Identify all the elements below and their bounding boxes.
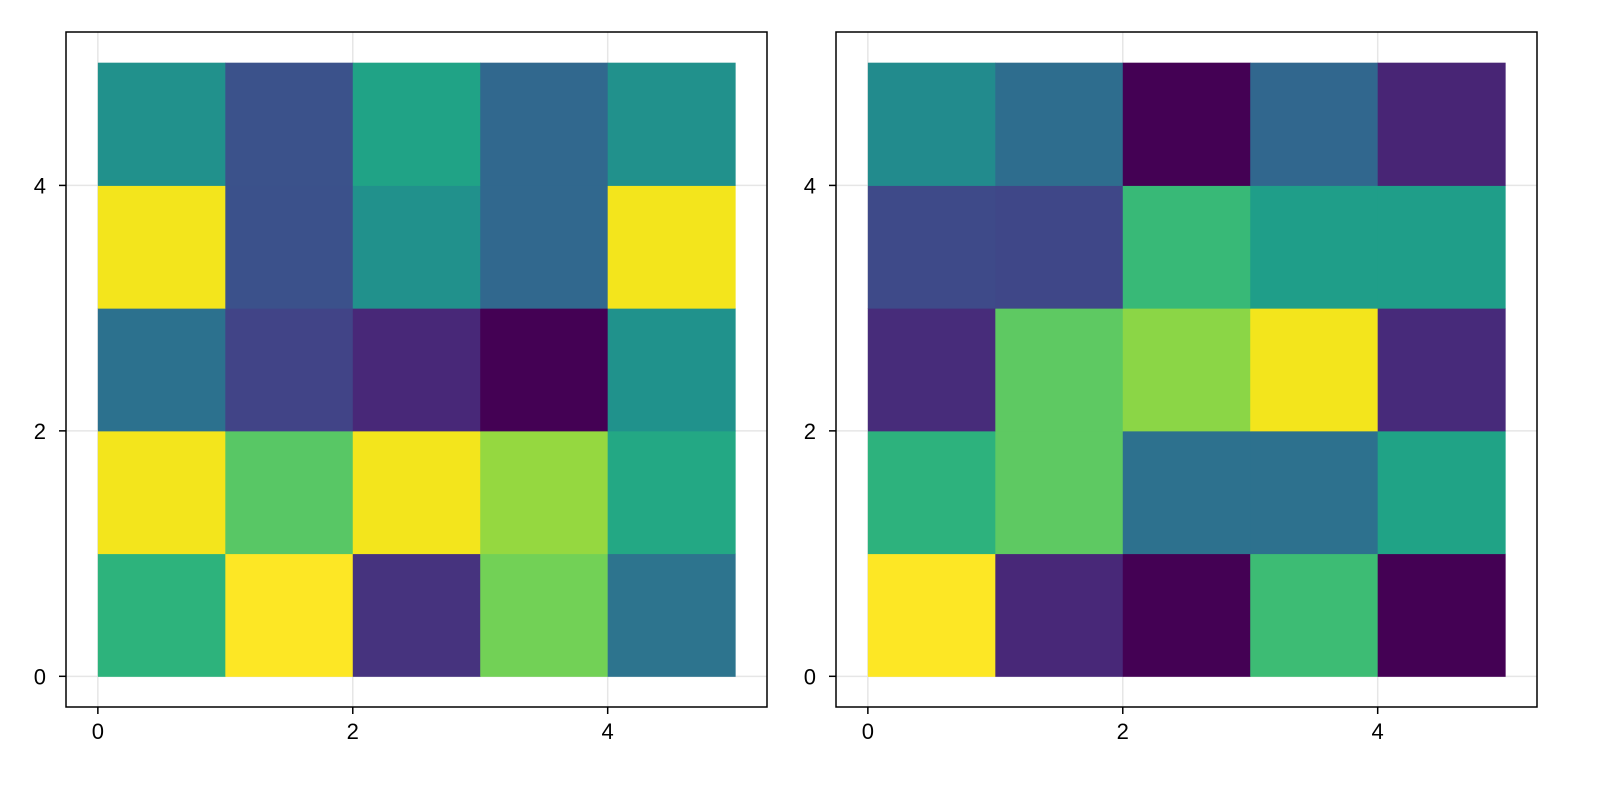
axis-frame <box>65 31 768 708</box>
heatmap-cell <box>1122 308 1251 432</box>
heatmap-cell <box>1377 308 1506 432</box>
heatmap-cell <box>1377 553 1506 677</box>
heatmap-cell <box>352 62 481 186</box>
heatmap-cell <box>97 430 226 555</box>
heatmap-cell <box>225 553 354 677</box>
heatmap-cell <box>1377 62 1506 186</box>
heatmap-cell <box>1250 62 1379 186</box>
heatmap-cell <box>352 308 481 432</box>
heatmap-cell <box>352 430 481 555</box>
heatmap-cell <box>995 62 1124 186</box>
heatmap-cell <box>995 185 1124 309</box>
heatmap-cell <box>1250 308 1379 432</box>
heatmap-cell <box>480 553 609 677</box>
heatmap-cell <box>480 62 609 186</box>
heatmap-cell <box>97 62 226 186</box>
heatmap-cell <box>607 430 736 555</box>
heatmap-cell <box>1122 62 1251 186</box>
heatmap-cell <box>867 308 996 432</box>
heatmap-cell <box>225 430 354 555</box>
axis-frame <box>835 31 1538 708</box>
heatmap-cell <box>1122 185 1251 309</box>
heatmap-cell <box>607 62 736 186</box>
y-tick-label: 2 <box>804 419 816 444</box>
heatmap-cell <box>225 62 354 186</box>
heatmap-panel-2: 0 2 4 0 2 4 <box>804 31 1538 744</box>
heatmap-cell <box>607 185 736 309</box>
heatmap-cell <box>995 430 1124 555</box>
heatmap-cell <box>1377 430 1506 555</box>
x-tick-label: 2 <box>347 719 359 744</box>
y-tick-label: 0 <box>804 664 816 689</box>
heatmap-cell <box>867 430 996 555</box>
heatmap-panel-1: 0 2 4 0 2 4 <box>34 31 768 744</box>
heatmap-cell <box>607 308 736 432</box>
heatmap-cell <box>352 553 481 677</box>
heatmap-cell <box>1122 553 1251 677</box>
heatmap-cell <box>97 185 226 309</box>
x-tick-label: 0 <box>862 719 874 744</box>
heatmap-cell <box>352 185 481 309</box>
y-tick-label: 0 <box>34 664 46 689</box>
x-tick-label: 4 <box>1372 719 1384 744</box>
heatmap-cell <box>867 553 996 677</box>
heatmap-cell <box>225 308 354 432</box>
heatmap-cell <box>480 308 609 432</box>
heatmap-cell <box>97 553 226 677</box>
heatmap-cell <box>995 553 1124 677</box>
heatmap-cell <box>607 553 736 677</box>
y-tick-label: 4 <box>34 173 46 198</box>
x-tick-label: 0 <box>92 719 104 744</box>
heatmap-cell <box>1250 185 1379 309</box>
heatmap-cell <box>1122 430 1251 555</box>
heatmap-cell <box>867 185 996 309</box>
heatmap-cell <box>1250 430 1379 555</box>
x-tick-label: 2 <box>1117 719 1129 744</box>
heatmap-cell <box>1250 553 1379 677</box>
y-tick-label: 4 <box>804 173 816 198</box>
heatmap-cell <box>995 308 1124 432</box>
heatmap-cell <box>867 62 996 186</box>
heatmap-cell <box>225 185 354 309</box>
heatmap-cell <box>97 308 226 432</box>
x-tick-label: 4 <box>602 719 614 744</box>
heatmap-cell <box>480 185 609 309</box>
heatmap-cell <box>1377 185 1506 309</box>
y-tick-label: 2 <box>34 419 46 444</box>
heatmap-cell <box>480 430 609 555</box>
